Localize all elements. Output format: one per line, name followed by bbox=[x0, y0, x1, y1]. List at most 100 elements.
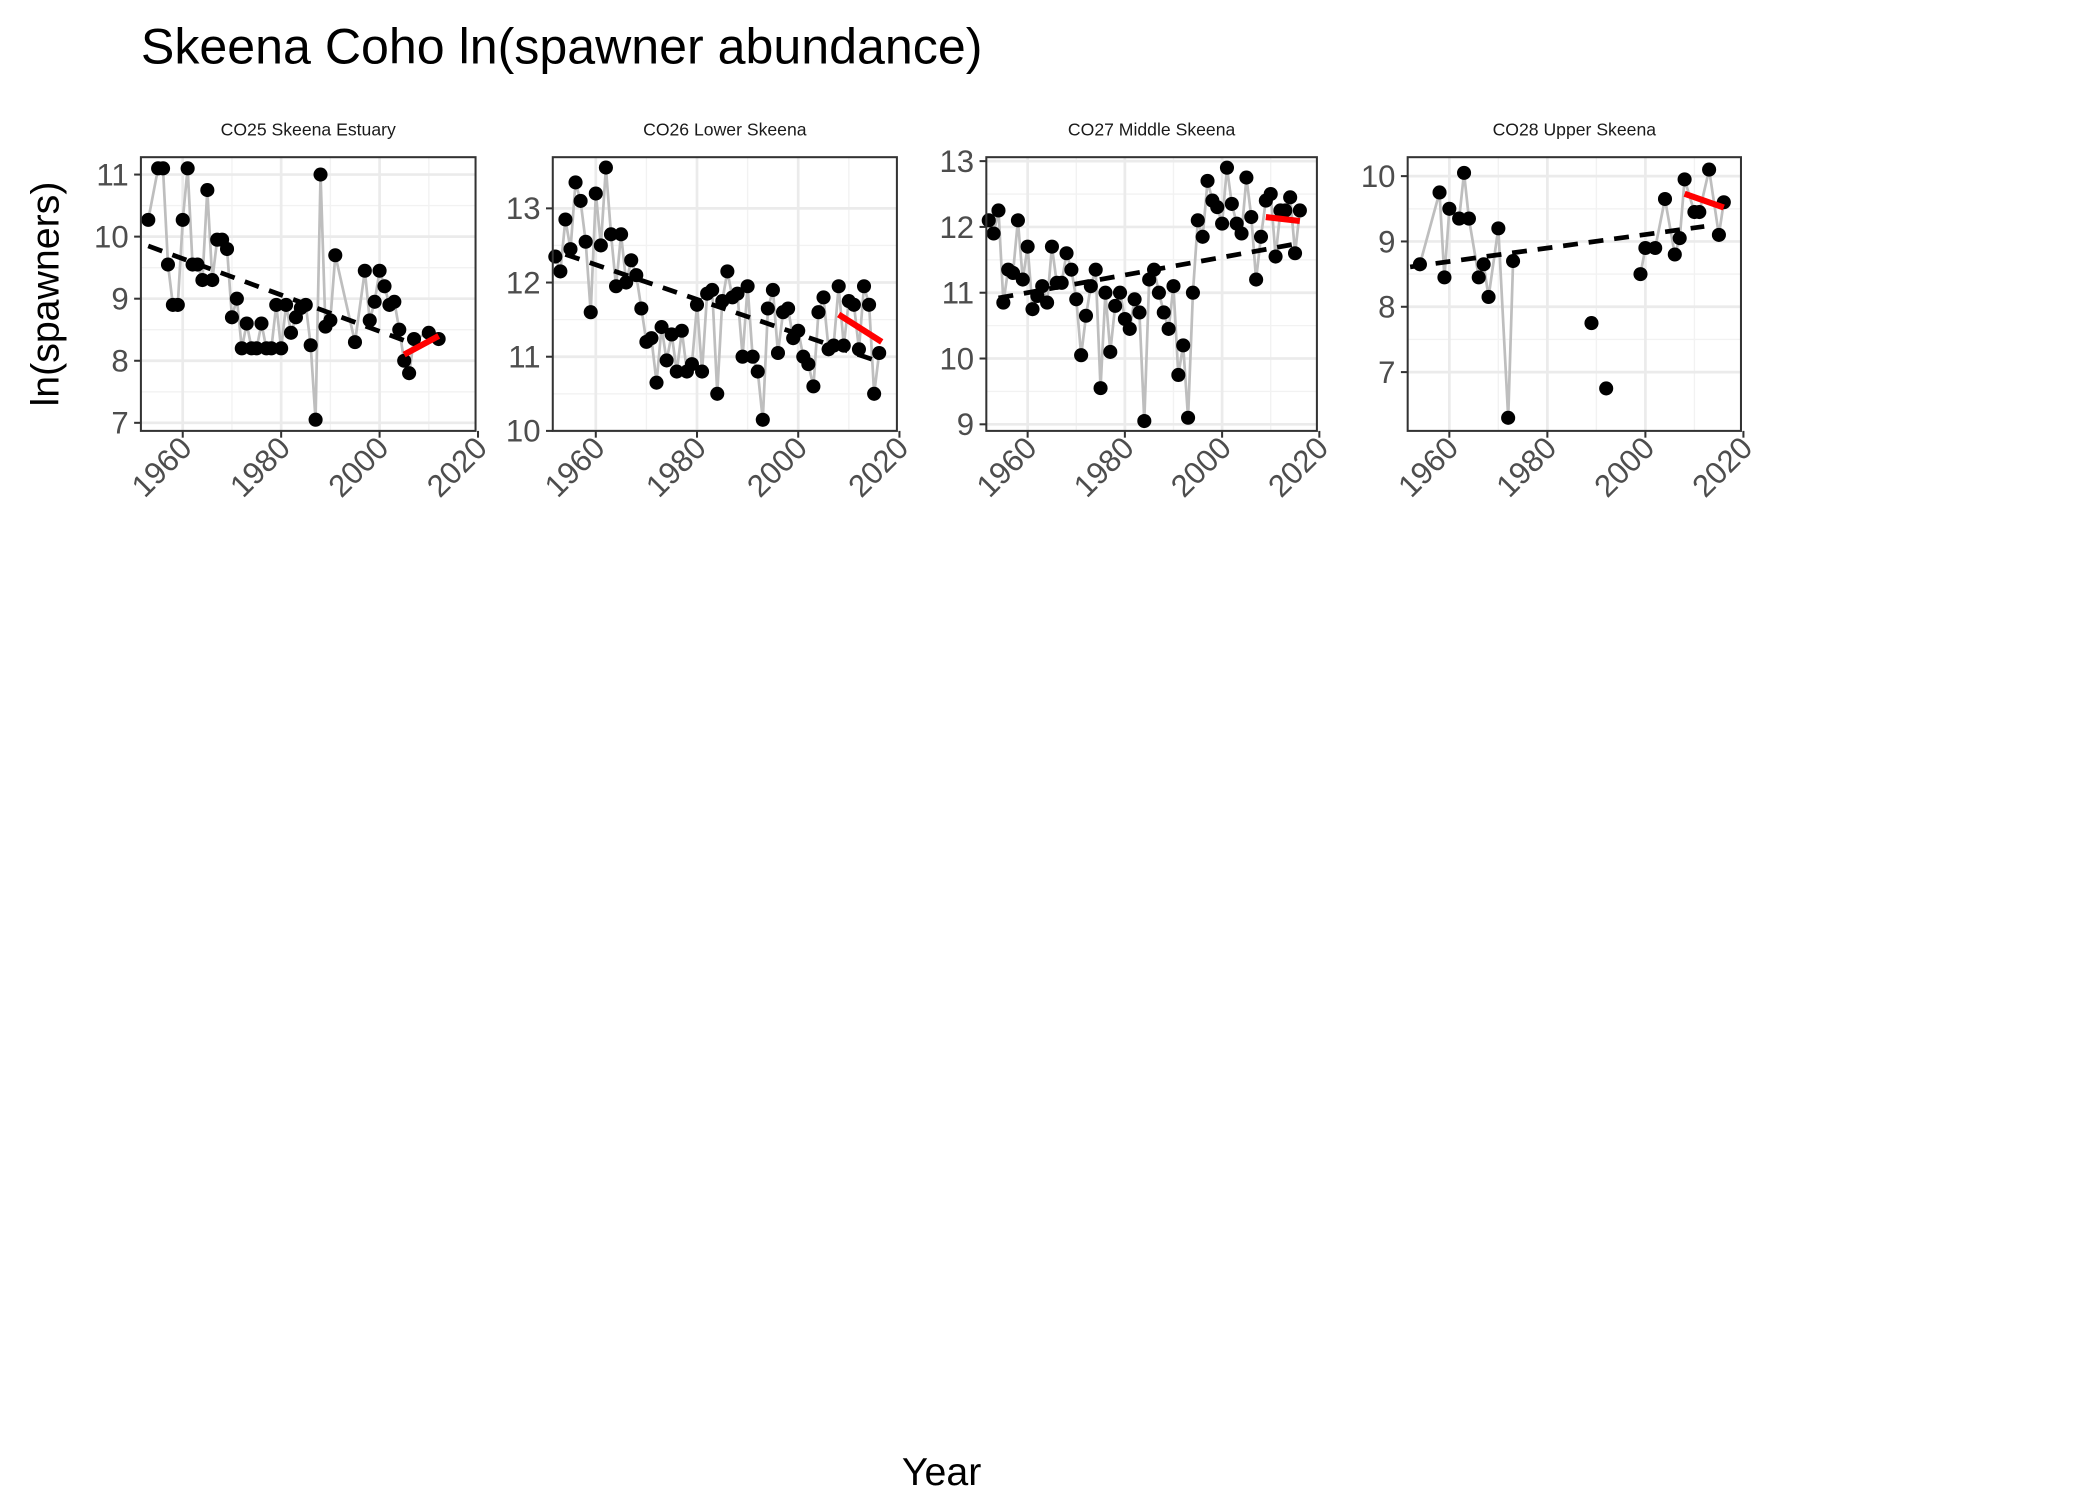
data-point bbox=[1253, 229, 1269, 244]
data-point bbox=[705, 282, 720, 298]
data-point bbox=[219, 241, 235, 257]
data-point bbox=[1638, 240, 1653, 256]
data-point bbox=[872, 345, 887, 361]
data-point bbox=[619, 275, 634, 290]
data-point bbox=[1069, 292, 1084, 307]
data-point bbox=[765, 282, 780, 298]
data-point bbox=[1093, 381, 1108, 396]
data-point bbox=[298, 297, 313, 312]
data-point bbox=[1239, 170, 1254, 185]
data-point bbox=[357, 263, 372, 278]
data-point bbox=[313, 167, 328, 182]
data-point bbox=[1292, 203, 1307, 218]
data-point bbox=[862, 297, 877, 312]
data-point bbox=[229, 291, 244, 306]
panel-title: CO26 Lower Skeena bbox=[643, 120, 807, 140]
data-point bbox=[710, 386, 725, 401]
y-tick-label: 7 bbox=[111, 406, 128, 441]
data-point bbox=[303, 338, 318, 353]
data-point bbox=[1025, 302, 1040, 317]
data-point bbox=[1108, 298, 1123, 313]
data-point bbox=[279, 297, 294, 312]
data-point bbox=[1432, 185, 1447, 200]
data-point bbox=[1137, 413, 1152, 429]
data-point bbox=[1059, 246, 1074, 261]
data-point bbox=[1278, 203, 1293, 218]
data-point bbox=[588, 186, 603, 201]
data-point bbox=[654, 320, 669, 335]
recent-trend-line bbox=[1683, 190, 1725, 211]
data-point bbox=[402, 366, 417, 381]
y-tick-label: 9 bbox=[1378, 224, 1395, 259]
data-point bbox=[614, 227, 629, 242]
data-point bbox=[836, 338, 851, 353]
recent-trend-line bbox=[837, 311, 884, 345]
data-point bbox=[1491, 221, 1506, 236]
y-tick-label: 9 bbox=[957, 407, 974, 442]
data-point bbox=[224, 310, 239, 325]
data-point bbox=[1672, 231, 1687, 246]
data-point bbox=[387, 294, 402, 309]
data-point bbox=[1166, 279, 1181, 294]
data-point bbox=[1112, 285, 1128, 300]
panel-border bbox=[985, 156, 1318, 432]
data-point bbox=[1015, 272, 1030, 287]
data-point bbox=[1210, 200, 1225, 215]
data-point bbox=[816, 290, 831, 305]
data-point bbox=[269, 297, 284, 312]
data-point bbox=[1412, 257, 1427, 272]
data-point bbox=[981, 213, 996, 228]
data-point bbox=[1064, 262, 1079, 277]
data-point bbox=[323, 313, 338, 328]
y-tick-label: 9 bbox=[111, 282, 128, 317]
data-point bbox=[205, 273, 220, 288]
y-tick-label: 11 bbox=[508, 340, 540, 375]
data-point bbox=[1677, 172, 1692, 187]
data-point bbox=[1200, 173, 1215, 188]
data-point bbox=[1476, 257, 1491, 272]
figure-title: Skeena Coho ln(spawner abundance) bbox=[141, 19, 983, 75]
data-point bbox=[558, 212, 573, 227]
data-point bbox=[1657, 191, 1673, 207]
data-point bbox=[1584, 316, 1599, 331]
data-point bbox=[1215, 216, 1230, 231]
data-point bbox=[867, 386, 882, 401]
y-tick-label: 7 bbox=[1378, 355, 1395, 390]
y-tick-label: 13 bbox=[939, 144, 974, 179]
data-point bbox=[1146, 262, 1162, 277]
data-point bbox=[1224, 196, 1239, 211]
data-point bbox=[362, 313, 377, 328]
data-point bbox=[1088, 262, 1103, 277]
data-point bbox=[629, 268, 644, 283]
y-tick-label: 10 bbox=[1361, 159, 1396, 194]
data-point bbox=[1702, 162, 1717, 177]
data-point bbox=[791, 323, 806, 338]
data-point bbox=[1461, 211, 1476, 226]
data-point bbox=[1098, 285, 1113, 300]
data-point bbox=[372, 263, 387, 278]
data-point bbox=[1040, 295, 1055, 310]
data-point bbox=[755, 412, 770, 427]
panel-border bbox=[1406, 156, 1742, 432]
data-point bbox=[1633, 267, 1648, 282]
data-point bbox=[1127, 292, 1142, 307]
data-point bbox=[1219, 160, 1235, 175]
data-point bbox=[1151, 285, 1166, 300]
data-point bbox=[195, 273, 210, 288]
data-point bbox=[264, 341, 279, 356]
data-point bbox=[180, 161, 195, 176]
data-point bbox=[1020, 239, 1035, 254]
data-point bbox=[598, 160, 613, 175]
data-point bbox=[1711, 227, 1726, 242]
data-point bbox=[634, 301, 649, 316]
recent-trend-line bbox=[1265, 214, 1301, 225]
data-point bbox=[1195, 229, 1210, 244]
data-point bbox=[308, 412, 323, 427]
y-axis-label: ln(spawners) bbox=[23, 182, 67, 407]
data-point bbox=[1185, 285, 1200, 300]
data-point bbox=[826, 338, 841, 353]
data-point bbox=[644, 331, 659, 346]
data-point bbox=[1122, 321, 1137, 336]
data-point bbox=[674, 323, 689, 338]
